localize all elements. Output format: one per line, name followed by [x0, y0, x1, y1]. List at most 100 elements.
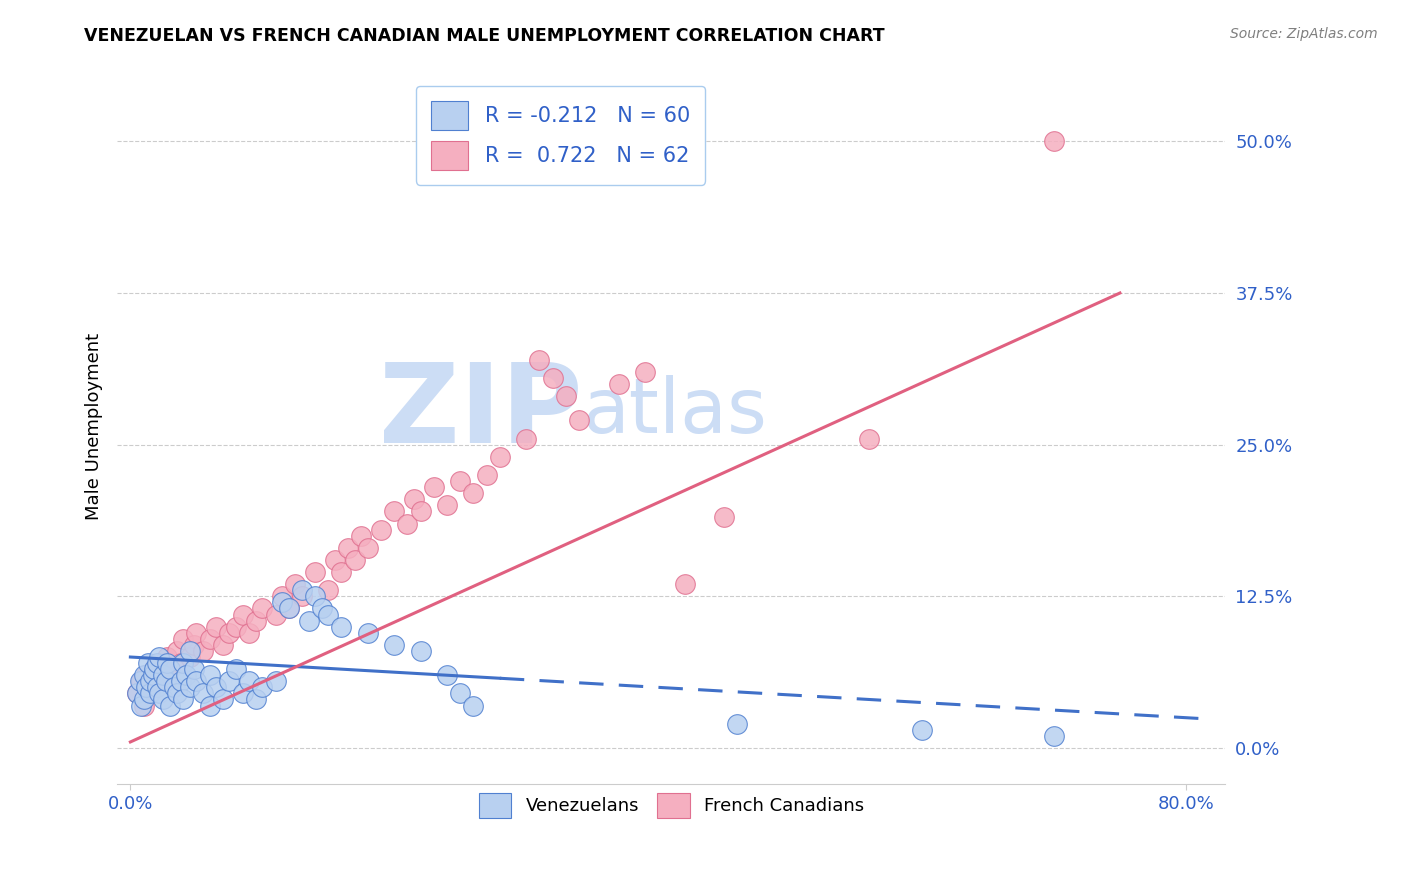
Point	[172, 656, 194, 670]
Point	[152, 692, 174, 706]
Point	[163, 681, 186, 695]
Point	[634, 365, 657, 379]
Point	[330, 565, 353, 579]
Point	[350, 529, 373, 543]
Point	[231, 607, 253, 622]
Point	[225, 662, 247, 676]
Point	[186, 625, 208, 640]
Point	[211, 638, 233, 652]
Point	[449, 686, 471, 700]
Point	[179, 650, 201, 665]
Point	[238, 625, 260, 640]
Point	[304, 565, 326, 579]
Point	[152, 656, 174, 670]
Point	[146, 656, 169, 670]
Point	[1043, 134, 1066, 148]
Point	[713, 510, 735, 524]
Point	[402, 492, 425, 507]
Point	[264, 674, 287, 689]
Point	[146, 681, 169, 695]
Point	[436, 668, 458, 682]
Point	[128, 674, 150, 689]
Point	[252, 681, 274, 695]
Point	[139, 674, 162, 689]
Point	[129, 674, 152, 689]
Point	[409, 644, 432, 658]
Point	[205, 681, 228, 695]
Point	[264, 607, 287, 622]
Point	[191, 644, 214, 658]
Point	[166, 644, 188, 658]
Point	[463, 698, 485, 713]
Text: VENEZUELAN VS FRENCH CANADIAN MALE UNEMPLOYMENT CORRELATION CHART: VENEZUELAN VS FRENCH CANADIAN MALE UNEMP…	[84, 27, 884, 45]
Point	[297, 614, 319, 628]
Point	[218, 625, 240, 640]
Point	[475, 468, 498, 483]
Point	[725, 716, 748, 731]
Point	[143, 662, 166, 676]
Point	[205, 620, 228, 634]
Point	[166, 686, 188, 700]
Point	[186, 674, 208, 689]
Point	[343, 553, 366, 567]
Point	[159, 662, 181, 676]
Point	[146, 674, 169, 689]
Text: ZIP: ZIP	[380, 359, 582, 466]
Point	[211, 692, 233, 706]
Point	[311, 601, 333, 615]
Point	[139, 686, 162, 700]
Point	[277, 601, 299, 615]
Point	[125, 686, 148, 700]
Point	[198, 632, 221, 646]
Point	[488, 450, 510, 464]
Legend: Venezuelans, French Canadians: Venezuelans, French Canadians	[471, 786, 872, 825]
Point	[143, 662, 166, 676]
Point	[436, 499, 458, 513]
Point	[245, 614, 267, 628]
Point	[135, 681, 157, 695]
Point	[132, 692, 155, 706]
Point	[225, 620, 247, 634]
Point	[132, 668, 155, 682]
Point	[139, 681, 162, 695]
Point	[156, 656, 179, 670]
Point	[396, 516, 419, 531]
Point	[159, 698, 181, 713]
Point	[423, 480, 446, 494]
Point	[179, 681, 201, 695]
Point	[238, 674, 260, 689]
Point	[136, 656, 159, 670]
Point	[183, 662, 205, 676]
Point	[554, 389, 576, 403]
Point	[125, 686, 148, 700]
Point	[252, 601, 274, 615]
Point	[148, 668, 170, 682]
Point	[357, 541, 380, 555]
Point	[231, 686, 253, 700]
Point	[129, 698, 152, 713]
Point	[607, 376, 630, 391]
Point	[198, 668, 221, 682]
Point	[183, 638, 205, 652]
Text: Source: ZipAtlas.com: Source: ZipAtlas.com	[1230, 27, 1378, 41]
Point	[159, 662, 181, 676]
Point	[277, 601, 299, 615]
Point	[323, 553, 346, 567]
Point	[135, 668, 157, 682]
Point	[370, 523, 392, 537]
Point	[156, 650, 179, 665]
Point	[169, 656, 191, 670]
Point	[172, 632, 194, 646]
Text: atlas: atlas	[582, 376, 768, 450]
Point	[284, 577, 307, 591]
Point	[169, 674, 191, 689]
Point	[409, 504, 432, 518]
Point	[673, 577, 696, 591]
Point	[515, 432, 537, 446]
Point	[198, 698, 221, 713]
Point	[172, 692, 194, 706]
Point	[271, 595, 294, 609]
Point	[191, 686, 214, 700]
Point	[132, 698, 155, 713]
Point	[291, 590, 314, 604]
